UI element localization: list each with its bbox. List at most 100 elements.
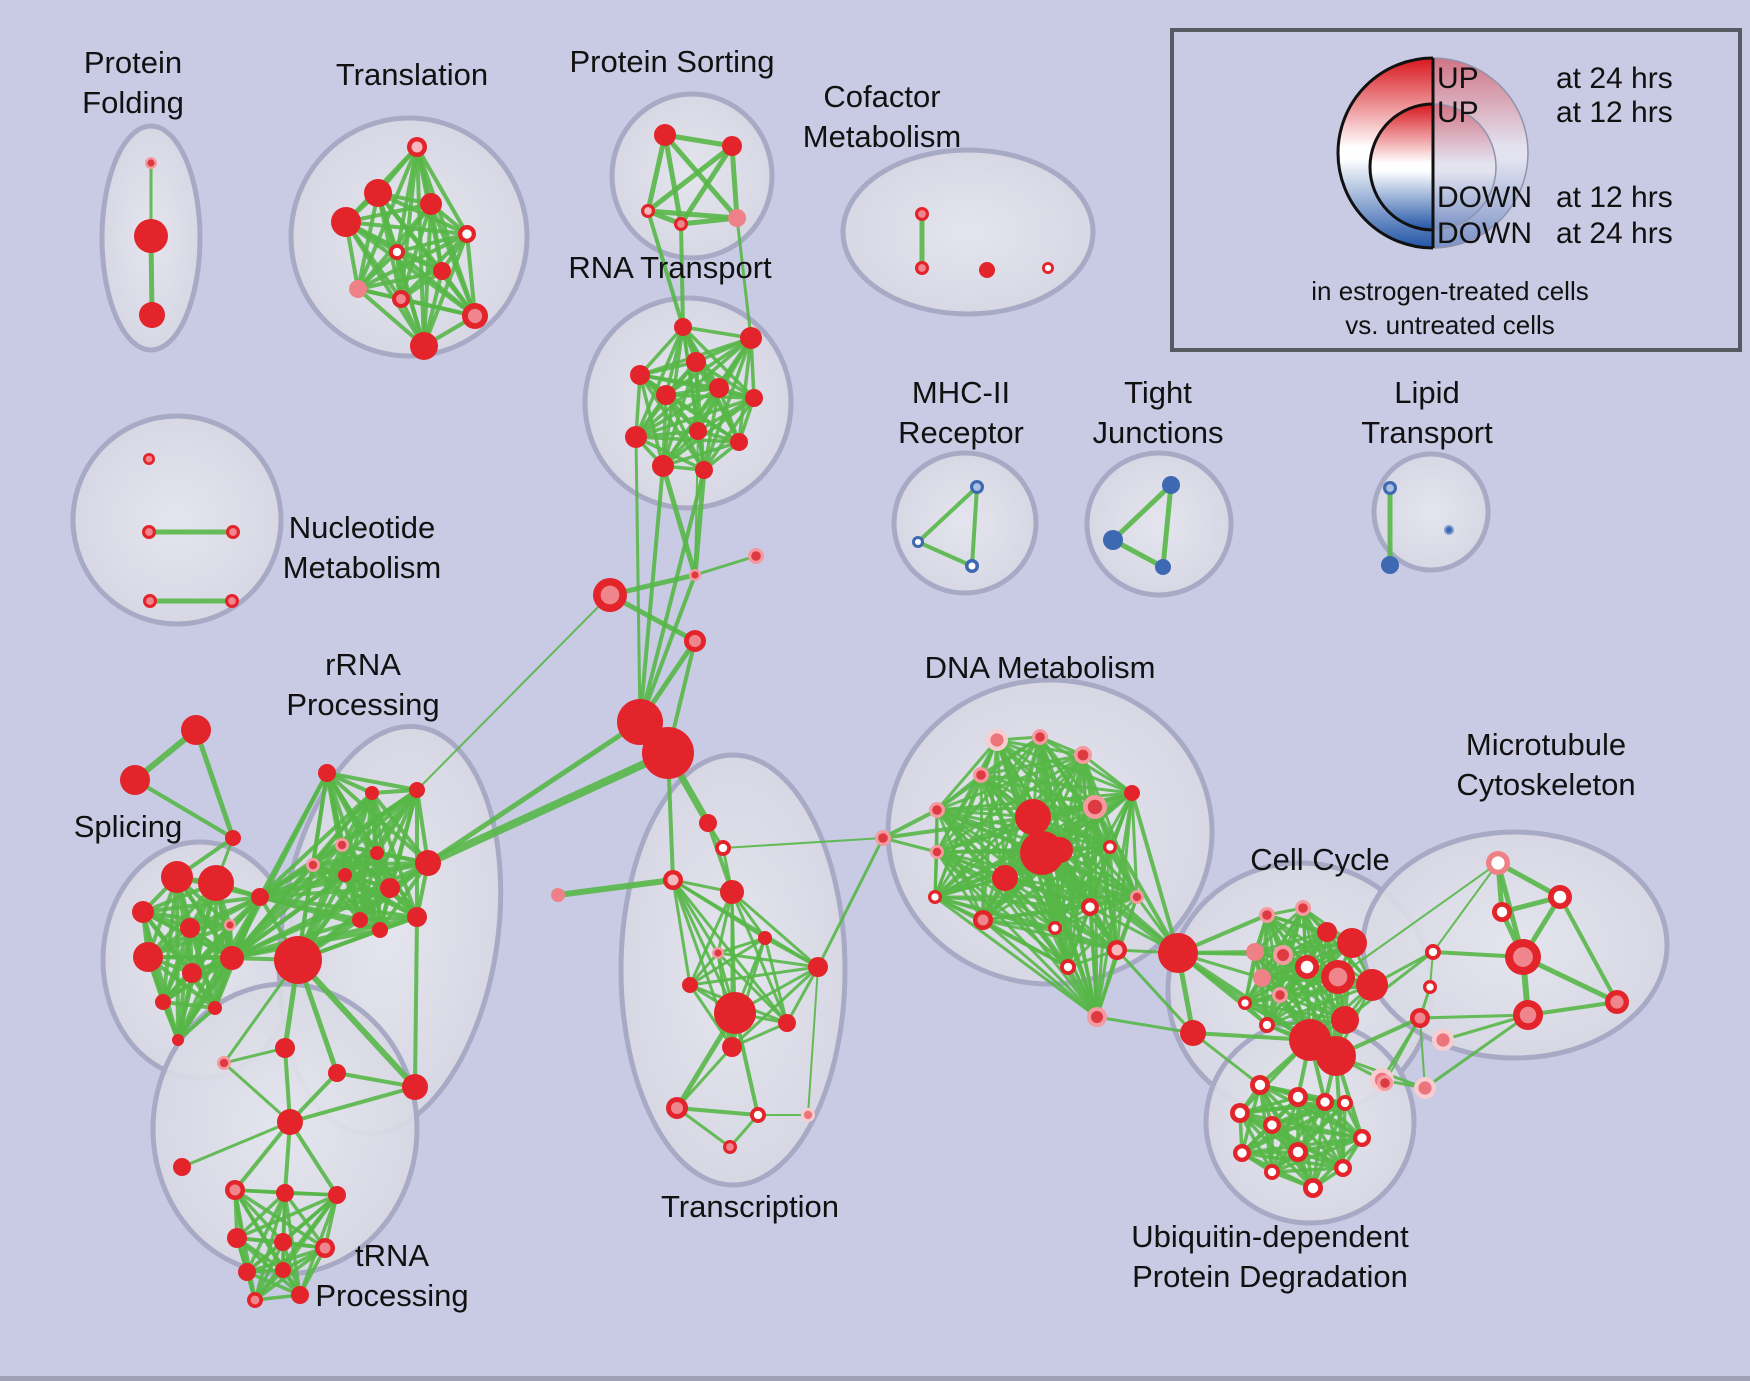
node-core [1237,1148,1247,1158]
edge [295,957,418,1090]
edge [662,132,740,221]
edge [1108,845,1139,899]
edge [692,467,707,578]
node-core [219,1058,229,1068]
cluster-label-trna-processing: tRNA [355,1238,429,1273]
edge [688,965,820,987]
node-core [1418,1081,1432,1095]
edge [258,895,419,919]
cluster-tight-junctions [1084,450,1234,598]
edge [356,287,426,348]
edge [661,393,668,468]
node [674,318,692,336]
node [274,936,322,984]
node-core [337,840,347,850]
node [433,262,451,280]
edge [816,836,885,969]
node [220,946,244,970]
node [992,865,1018,891]
edge [1238,1111,1315,1190]
edge [235,1193,339,1240]
node [1124,785,1140,801]
edge [258,886,392,899]
edge [245,1246,327,1274]
node-core [226,921,234,929]
edge [1160,482,1174,570]
edge [634,435,642,724]
node-core [968,562,976,570]
edge [413,915,419,1089]
cluster-label-translation: Translation [336,57,488,92]
node [328,1064,346,1082]
edge [1423,1013,1530,1090]
node [689,422,707,440]
edge [664,393,756,400]
node-core [878,833,888,843]
edge [1088,905,1099,1019]
node [181,715,211,745]
edge [1066,905,1092,969]
edge [660,463,698,578]
node [1337,928,1367,958]
legend-inner-right-arc [1432,103,1497,231]
edge [729,143,740,221]
edge [1260,976,1347,1022]
edge [763,936,820,969]
node [656,385,676,405]
edge [253,1191,287,1302]
edge [1191,1031,1262,1087]
node [1331,1006,1359,1034]
edge [288,1085,417,1124]
node [155,994,171,1010]
edge [258,851,379,899]
node-core [1307,1182,1319,1194]
edge [785,965,820,1025]
node [1103,530,1123,550]
cluster-label-transcription: Transcription [661,1189,839,1224]
node-core [1513,947,1533,967]
edge [176,923,232,1042]
edge [679,222,685,329]
edge [1337,862,1499,978]
node-core [250,1295,260,1305]
node [730,433,748,451]
edge [935,738,999,812]
cluster-label-rrna-processing: rRNA [325,647,401,682]
edge [288,1120,339,1197]
edge [671,878,789,1025]
edge [979,753,1085,777]
node [208,1001,222,1015]
node [133,942,163,972]
edge [933,895,1099,1019]
edge [645,143,735,214]
node-core [1436,1033,1450,1047]
node-core [1063,962,1073,972]
edge [807,966,819,1116]
edge [634,396,756,439]
node-core [319,1242,331,1254]
legend-time-label: at 24 hrs [1556,217,1673,250]
label-layer: Protein Folding Translation Protein Sorting… [74,44,1636,1313]
edge [737,336,753,444]
edge [1343,950,1435,1022]
node-core [1091,1011,1103,1023]
legend-outer-left-arc [1336,56,1434,250]
legend-right-half-fade [1433,58,1528,248]
edge [1418,1013,1530,1020]
edge [645,132,668,214]
edge [1253,930,1329,954]
edge [933,895,1092,909]
node-core [1262,1020,1272,1030]
node-core [667,874,679,886]
edge [176,956,234,1042]
edge [1095,1015,1195,1035]
cluster-nucleotide-metabolism [70,413,284,627]
node-core [396,294,406,304]
node [1158,933,1198,973]
legend-direction-label: DOWN [1437,181,1532,214]
node [740,327,762,349]
node-core [308,860,318,870]
node [182,963,202,983]
node [277,1109,303,1135]
